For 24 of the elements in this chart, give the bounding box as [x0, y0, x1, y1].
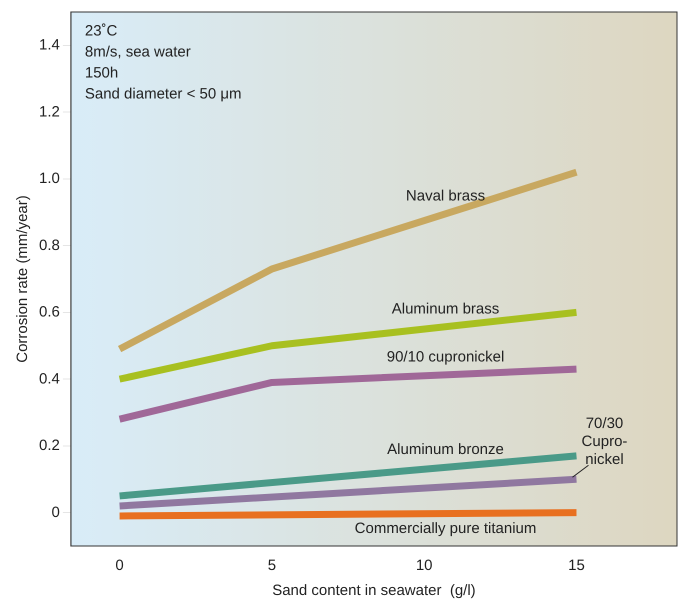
annotation: 150h	[84, 64, 118, 82]
y-tick-label: 0.8	[38, 236, 60, 254]
series-label: 70/30 Cupro-nickel	[582, 414, 628, 468]
series-label: 90/10 cupronickel	[386, 348, 504, 366]
x-tick-label: 0	[115, 557, 124, 574]
annotation: Sand diameter < 50 μm	[84, 86, 242, 103]
x-tick-label: 15	[568, 557, 585, 574]
y-tick-label: 1.0	[38, 170, 60, 188]
series-label: Aluminum brass	[392, 300, 500, 318]
annotation: 23˚C	[84, 22, 118, 40]
series-label: Aluminum bronze	[387, 441, 504, 458]
y-tick-label: 0.2	[38, 437, 60, 454]
x-tick-label: 10	[416, 557, 433, 574]
y-axis-title: Corrosion rate (mm/year)	[14, 195, 32, 363]
y-tick-label: 1.4	[38, 36, 60, 54]
y-tick-label: 0.6	[38, 304, 60, 321]
x-tick-label: 5	[268, 557, 276, 574]
annotation: 8m/s, sea water	[84, 44, 191, 61]
y-tick-label: 1.2	[38, 103, 60, 120]
series-label: Naval brass	[406, 187, 486, 204]
series-label: Commercially pure titanium	[354, 520, 536, 538]
x-axis-title: Sand content in seawater (g/l)	[272, 582, 476, 600]
y-tick-label: 0	[52, 504, 60, 521]
y-tick-label: 0.4	[38, 370, 60, 388]
